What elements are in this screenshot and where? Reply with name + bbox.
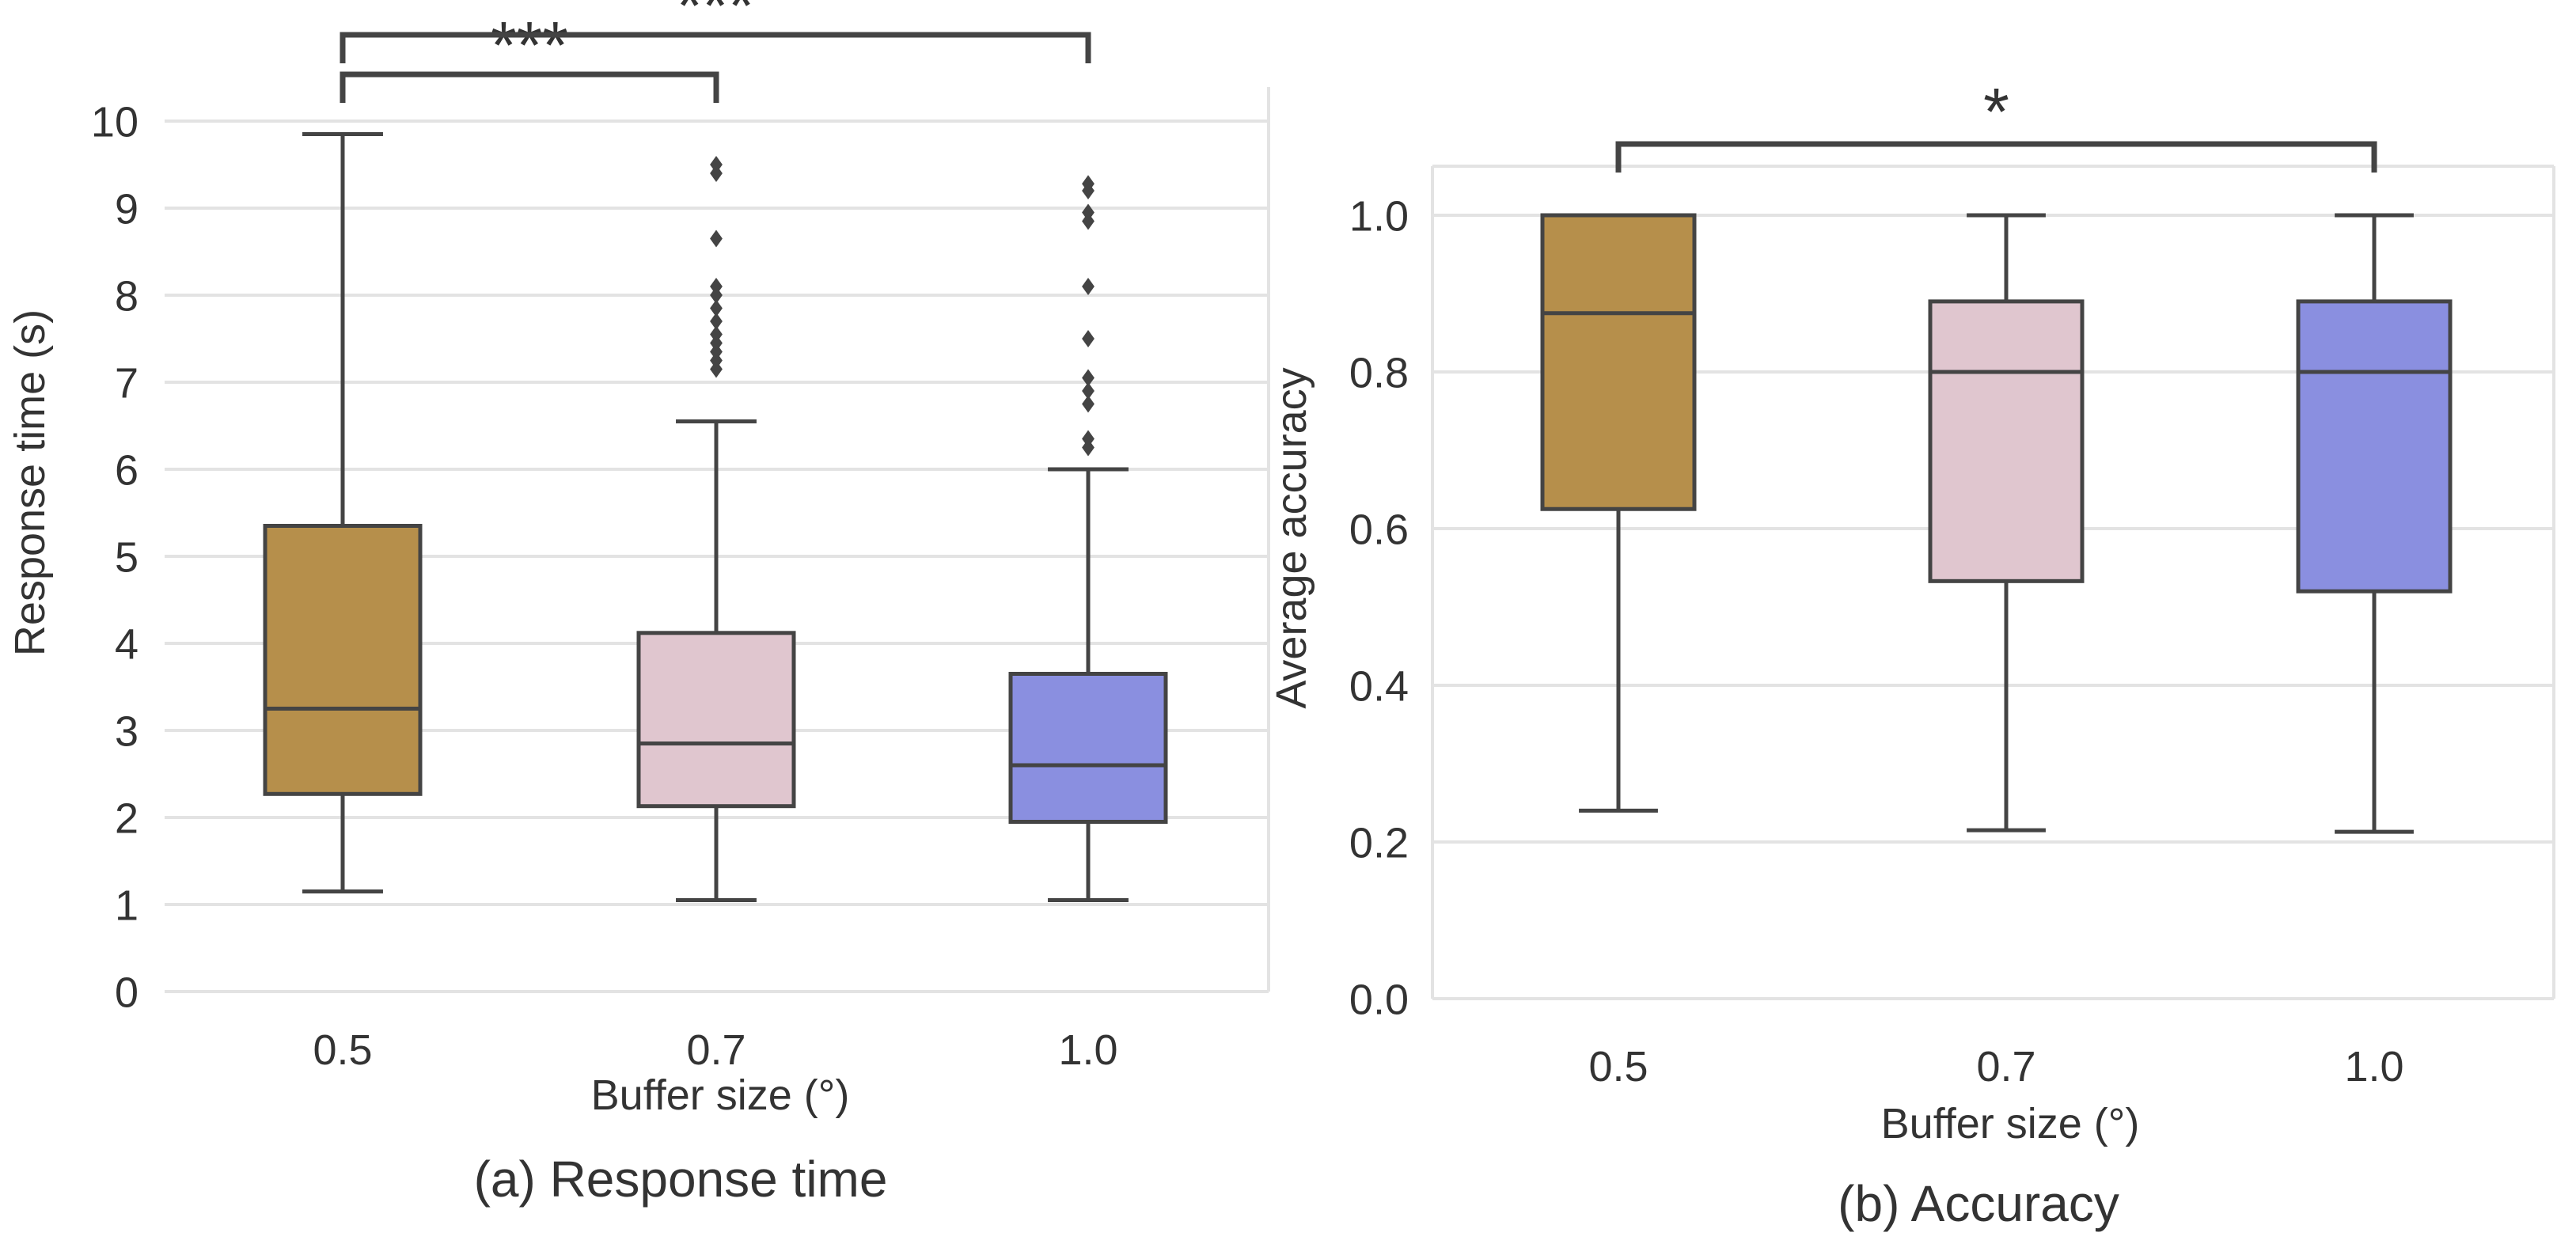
- y-tick-label: 9: [115, 185, 138, 233]
- bracket-line: [1615, 141, 2377, 173]
- significance-label: ***: [491, 8, 568, 82]
- box-iqr: [1008, 672, 1168, 824]
- significance-bracket: *: [1615, 74, 2377, 173]
- significance-bracket: ***: [340, 8, 719, 103]
- x-tick-labels: 0.5 0.7 1.0: [313, 1026, 1117, 1074]
- outlier-point: [710, 313, 723, 330]
- significance-group: *: [1615, 74, 2377, 173]
- box-0.5: [263, 132, 423, 893]
- y-tick-label: 7: [115, 359, 138, 407]
- outlier-point: [1082, 175, 1095, 193]
- significance-label: *: [1983, 74, 2009, 149]
- y-tick-label: 0.8: [1349, 349, 1409, 396]
- box-group: [1540, 213, 2453, 834]
- outlier-point: [710, 299, 723, 317]
- box-0.5: [1540, 213, 1697, 813]
- x-axis-label: Buffer size (°): [591, 1071, 850, 1119]
- bracket-line: [340, 71, 719, 103]
- significance-bracket: ***: [340, 0, 1091, 63]
- x-tick-label: 1.0: [1058, 1026, 1117, 1074]
- outlier-point: [710, 229, 723, 248]
- outlier-point: [1082, 278, 1095, 295]
- x-tick-label: 0.7: [686, 1026, 745, 1074]
- panel-response-time: *** *** 0 1 2 3 4 5 6 7 8 9 10 0.5 0.7 1.0 Response t…: [6, 0, 1270, 1208]
- box-iqr: [1928, 299, 2085, 583]
- outlier-point: [1082, 369, 1095, 387]
- y-tick-label: 10: [91, 98, 138, 146]
- y-tick-label: 0.4: [1349, 662, 1409, 710]
- outlier-point: [710, 156, 723, 173]
- box-0.7: [1928, 213, 2085, 832]
- bracket-line: [340, 32, 1091, 63]
- x-tick-label: 0.7: [1976, 1043, 2035, 1090]
- outlier-point: [1082, 382, 1095, 400]
- box-0.7: [636, 156, 796, 902]
- y-tick-label: 2: [115, 795, 138, 842]
- axes-frame: [165, 87, 1270, 993]
- outlier-point: [1082, 330, 1095, 347]
- box-group: [263, 132, 1168, 902]
- y-tick-labels: 0 1 2 3 4 5 6 7 8 9 10: [91, 98, 138, 1016]
- caption-b: (b) Accuracy: [1838, 1175, 2119, 1232]
- y-tick-label: 1.0: [1349, 192, 1409, 240]
- y-tick-label: 1: [115, 882, 138, 929]
- y-axis-label: Average accuracy: [1268, 367, 1315, 708]
- y-tick-label: 0.0: [1349, 976, 1409, 1023]
- y-tick-labels: 0.0 0.2 0.4 0.6 0.8 1.0: [1349, 192, 1409, 1023]
- outlier-point: [710, 325, 723, 343]
- outlier-point: [1082, 395, 1095, 413]
- outlier-point: [1082, 203, 1095, 222]
- y-axis-label: Response time (s): [6, 309, 54, 656]
- y-tick-label: 0.2: [1349, 819, 1409, 867]
- box-iqr: [263, 524, 423, 796]
- outlier-point: [710, 278, 723, 295]
- panel-accuracy: * 0.0 0.2 0.4 0.6 0.8 1.0 0.5 0.7 1.0 Average a…: [1268, 74, 2555, 1232]
- significance-label: ***: [677, 0, 754, 43]
- box-iqr: [2296, 299, 2453, 594]
- y-tick-label: 0.6: [1349, 506, 1409, 553]
- x-tick-label: 0.5: [1588, 1043, 1648, 1090]
- y-tick-label: 0: [115, 969, 138, 1016]
- y-tick-label: 5: [115, 533, 138, 581]
- caption-a: (a) Response time: [474, 1151, 888, 1208]
- box-1.0: [1008, 175, 1168, 902]
- x-axis-label: Buffer size (°): [1881, 1100, 2140, 1147]
- y-tick-label: 3: [115, 707, 138, 755]
- axes-frame: [1431, 165, 2555, 1000]
- outlier-point: [1082, 430, 1095, 448]
- y-tick-label: 4: [115, 620, 138, 668]
- x-tick-label: 0.5: [313, 1026, 372, 1074]
- box-1.0: [2296, 213, 2453, 834]
- box-iqr: [636, 631, 796, 809]
- significance-group: *** ***: [340, 0, 1091, 103]
- y-tick-label: 6: [115, 446, 138, 494]
- y-tick-label: 8: [115, 272, 138, 320]
- x-tick-labels: 0.5 0.7 1.0: [1588, 1043, 2403, 1090]
- x-tick-label: 1.0: [2344, 1043, 2403, 1090]
- box-iqr: [1540, 213, 1697, 511]
